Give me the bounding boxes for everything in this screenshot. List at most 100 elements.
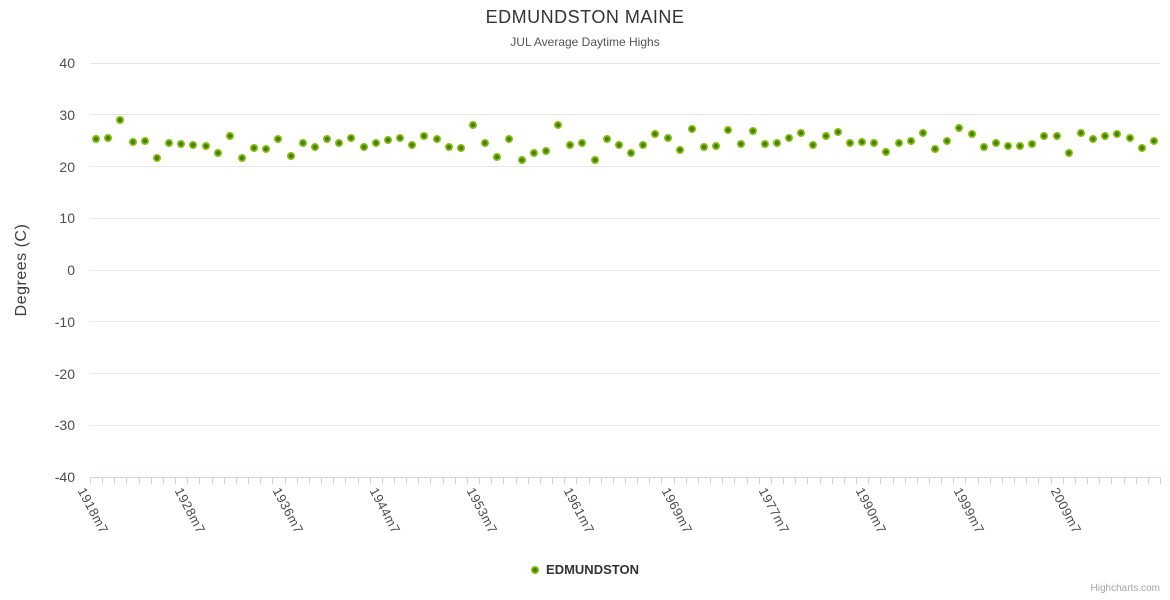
data-point[interactable] bbox=[165, 139, 174, 148]
data-point[interactable] bbox=[967, 130, 976, 139]
data-point[interactable] bbox=[493, 152, 502, 161]
data-point[interactable] bbox=[189, 140, 198, 149]
data-point[interactable] bbox=[821, 131, 830, 140]
data-point[interactable] bbox=[1137, 143, 1146, 152]
data-point[interactable] bbox=[444, 143, 453, 152]
data-point[interactable] bbox=[116, 115, 125, 124]
data-point[interactable] bbox=[92, 134, 101, 143]
data-point[interactable] bbox=[724, 126, 733, 135]
data-point[interactable] bbox=[931, 145, 940, 154]
data-point[interactable] bbox=[1149, 136, 1158, 145]
data-point[interactable] bbox=[310, 143, 319, 152]
data-point[interactable] bbox=[152, 153, 161, 162]
data-point[interactable] bbox=[517, 155, 526, 164]
data-point[interactable] bbox=[1089, 134, 1098, 143]
legend-item-edmundston[interactable]: EDMUNDSTON bbox=[0, 562, 1170, 577]
data-point[interactable] bbox=[943, 137, 952, 146]
data-point[interactable] bbox=[578, 138, 587, 147]
data-point[interactable] bbox=[955, 124, 964, 133]
data-point[interactable] bbox=[541, 146, 550, 155]
data-point[interactable] bbox=[991, 138, 1000, 147]
x-axis-tick bbox=[162, 478, 164, 484]
data-point[interactable] bbox=[554, 121, 563, 130]
data-point[interactable] bbox=[177, 139, 186, 148]
data-point[interactable] bbox=[104, 133, 113, 142]
data-point[interactable] bbox=[262, 145, 271, 154]
x-axis-tick bbox=[783, 478, 785, 484]
data-point[interactable] bbox=[894, 138, 903, 147]
data-point[interactable] bbox=[1076, 128, 1085, 137]
data-point[interactable] bbox=[760, 139, 769, 148]
data-point[interactable] bbox=[432, 135, 441, 144]
data-point[interactable] bbox=[359, 143, 368, 152]
data-point[interactable] bbox=[481, 138, 490, 147]
y-axis-label: 20 bbox=[59, 158, 75, 175]
data-point[interactable] bbox=[1113, 130, 1122, 139]
data-point[interactable] bbox=[1040, 132, 1049, 141]
data-point[interactable] bbox=[772, 138, 781, 147]
data-point[interactable] bbox=[785, 134, 794, 143]
data-point[interactable] bbox=[298, 138, 307, 147]
data-point[interactable] bbox=[833, 127, 842, 136]
data-point[interactable] bbox=[250, 144, 259, 153]
data-point[interactable] bbox=[335, 139, 344, 148]
x-axis-tick bbox=[90, 478, 91, 484]
data-point[interactable] bbox=[213, 149, 222, 158]
data-point[interactable] bbox=[1052, 132, 1061, 141]
x-axis-tick bbox=[612, 478, 614, 484]
data-point[interactable] bbox=[748, 127, 757, 136]
data-point[interactable] bbox=[906, 136, 915, 145]
x-axis-tick bbox=[235, 478, 237, 484]
data-point[interactable] bbox=[614, 141, 623, 150]
highcharts-credits-link[interactable]: Highcharts.com bbox=[1090, 583, 1160, 594]
data-point[interactable] bbox=[1064, 149, 1073, 158]
data-point[interactable] bbox=[456, 144, 465, 153]
data-point[interactable] bbox=[286, 152, 295, 161]
data-point[interactable] bbox=[469, 121, 477, 130]
data-point[interactable] bbox=[809, 141, 818, 150]
data-point[interactable] bbox=[979, 143, 988, 152]
x-axis-tick bbox=[321, 478, 323, 484]
data-point[interactable] bbox=[736, 140, 745, 149]
data-point[interactable] bbox=[590, 155, 599, 164]
data-point[interactable] bbox=[383, 136, 392, 145]
data-point[interactable] bbox=[675, 146, 684, 155]
data-point[interactable] bbox=[371, 138, 380, 147]
data-point[interactable] bbox=[408, 140, 417, 149]
data-point[interactable] bbox=[505, 134, 514, 143]
data-point[interactable] bbox=[225, 131, 234, 140]
data-point[interactable] bbox=[237, 154, 246, 163]
x-axis-tick bbox=[868, 478, 870, 484]
x-axis-tick bbox=[552, 478, 554, 484]
data-point[interactable] bbox=[1028, 140, 1037, 149]
data-point[interactable] bbox=[140, 136, 149, 145]
data-point[interactable] bbox=[420, 131, 429, 140]
data-point[interactable] bbox=[639, 140, 648, 149]
data-point[interactable] bbox=[323, 134, 332, 143]
x-axis-tick bbox=[1026, 478, 1028, 484]
data-point[interactable] bbox=[627, 148, 636, 157]
data-point[interactable] bbox=[1125, 133, 1134, 142]
data-point[interactable] bbox=[845, 139, 854, 148]
data-point[interactable] bbox=[712, 141, 721, 150]
data-point[interactable] bbox=[602, 135, 611, 144]
data-point[interactable] bbox=[858, 137, 867, 146]
data-point[interactable] bbox=[663, 133, 672, 142]
data-point[interactable] bbox=[797, 129, 806, 138]
data-point[interactable] bbox=[396, 134, 405, 143]
data-point[interactable] bbox=[700, 143, 709, 152]
data-point[interactable] bbox=[918, 128, 927, 137]
data-point[interactable] bbox=[1101, 132, 1110, 141]
data-point[interactable] bbox=[201, 141, 210, 150]
data-point[interactable] bbox=[882, 148, 891, 156]
data-point[interactable] bbox=[651, 130, 660, 139]
data-point[interactable] bbox=[870, 138, 879, 147]
data-point[interactable] bbox=[1016, 141, 1025, 150]
data-point[interactable] bbox=[687, 125, 696, 134]
data-point[interactable] bbox=[274, 135, 283, 144]
data-point[interactable] bbox=[1004, 141, 1012, 150]
data-point[interactable] bbox=[566, 140, 575, 149]
data-point[interactable] bbox=[128, 137, 137, 146]
data-point[interactable] bbox=[347, 134, 356, 143]
data-point[interactable] bbox=[529, 148, 538, 157]
